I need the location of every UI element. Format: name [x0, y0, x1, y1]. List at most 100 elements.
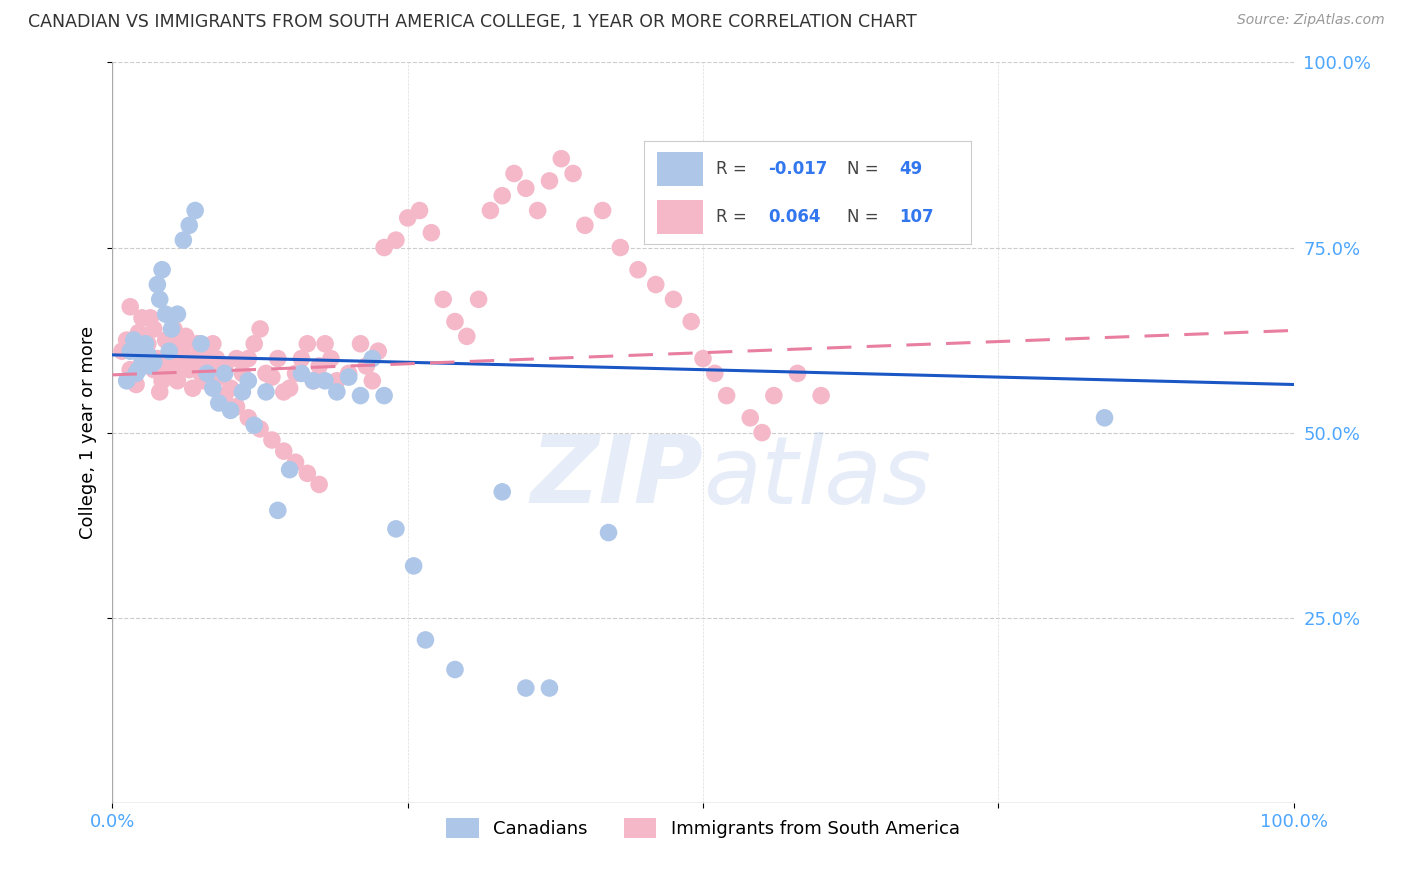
- Point: [111, 344, 134, 359]
- Text: ZIP: ZIP: [530, 431, 703, 523]
- Point: [1094, 410, 1116, 425]
- Point: [146, 277, 169, 292]
- Point: [120, 344, 142, 359]
- Point: [254, 367, 277, 381]
- Point: [172, 341, 194, 355]
- Point: [290, 351, 312, 366]
- Point: [515, 181, 537, 195]
- Point: [238, 351, 260, 366]
- Point: [166, 344, 188, 359]
- Point: [238, 374, 260, 388]
- Point: [208, 396, 231, 410]
- Text: R =: R =: [716, 208, 747, 226]
- Point: [420, 226, 443, 240]
- Point: [349, 388, 371, 402]
- Point: [125, 367, 148, 381]
- Point: [444, 663, 467, 677]
- Point: [195, 367, 218, 381]
- Text: atlas: atlas: [703, 432, 931, 523]
- Point: [609, 240, 631, 255]
- Point: [243, 336, 266, 351]
- Point: [225, 351, 247, 366]
- Point: [550, 152, 572, 166]
- Point: [349, 336, 371, 351]
- Legend: Canadians, Immigrants from South America: Canadians, Immigrants from South America: [439, 810, 967, 846]
- Bar: [658, 200, 703, 234]
- Point: [179, 362, 201, 376]
- Point: [166, 307, 188, 321]
- Point: [562, 166, 585, 180]
- Point: [181, 381, 204, 395]
- Point: [149, 384, 172, 399]
- Text: Source: ZipAtlas.com: Source: ZipAtlas.com: [1237, 13, 1385, 28]
- Y-axis label: College, 1 year or more: College, 1 year or more: [79, 326, 97, 539]
- Point: [396, 211, 419, 225]
- Point: [249, 422, 271, 436]
- Point: [157, 344, 180, 359]
- Point: [491, 188, 513, 202]
- Point: [503, 166, 526, 180]
- Point: [751, 425, 773, 440]
- Point: [538, 681, 561, 695]
- Point: [142, 362, 165, 376]
- Text: 0.064: 0.064: [769, 208, 821, 226]
- Point: [810, 388, 832, 402]
- Point: [326, 374, 349, 388]
- Point: [356, 359, 378, 373]
- Point: [337, 370, 360, 384]
- Point: [115, 374, 138, 388]
- Point: [574, 219, 596, 233]
- Point: [254, 384, 277, 399]
- Point: [225, 400, 247, 414]
- Point: [326, 384, 349, 399]
- Point: [155, 362, 177, 376]
- Point: [205, 351, 228, 366]
- Point: [385, 233, 408, 247]
- Point: [208, 370, 231, 384]
- Point: [190, 336, 212, 351]
- Point: [214, 388, 236, 402]
- Point: [127, 362, 149, 376]
- Point: [179, 219, 201, 233]
- Point: [120, 362, 142, 376]
- Point: [155, 333, 177, 347]
- Point: [127, 326, 149, 340]
- Point: [456, 329, 478, 343]
- Point: [155, 307, 177, 321]
- Point: [146, 351, 169, 366]
- Point: [538, 174, 561, 188]
- Point: [219, 403, 242, 417]
- Point: [214, 367, 236, 381]
- Point: [762, 388, 785, 402]
- Point: [142, 355, 165, 369]
- Point: [703, 367, 725, 381]
- Text: -0.017: -0.017: [769, 160, 828, 178]
- Point: [136, 348, 159, 362]
- Point: [302, 374, 325, 388]
- Point: [149, 293, 172, 307]
- Point: [231, 384, 253, 399]
- Point: [415, 632, 437, 647]
- Point: [135, 336, 157, 351]
- Point: [120, 300, 142, 314]
- Point: [273, 384, 295, 399]
- Point: [467, 293, 489, 307]
- Point: [160, 322, 183, 336]
- Point: [201, 377, 224, 392]
- Point: [278, 462, 301, 476]
- Point: [644, 277, 666, 292]
- Point: [308, 477, 330, 491]
- Point: [131, 351, 153, 366]
- Point: [297, 467, 319, 481]
- Point: [284, 455, 307, 469]
- Point: [319, 351, 342, 366]
- Point: [273, 444, 295, 458]
- Point: [184, 351, 207, 366]
- Point: [373, 240, 395, 255]
- Point: [627, 262, 650, 277]
- Point: [139, 359, 162, 373]
- Point: [267, 351, 290, 366]
- Point: [681, 314, 703, 328]
- Point: [361, 351, 384, 366]
- Point: [172, 233, 194, 247]
